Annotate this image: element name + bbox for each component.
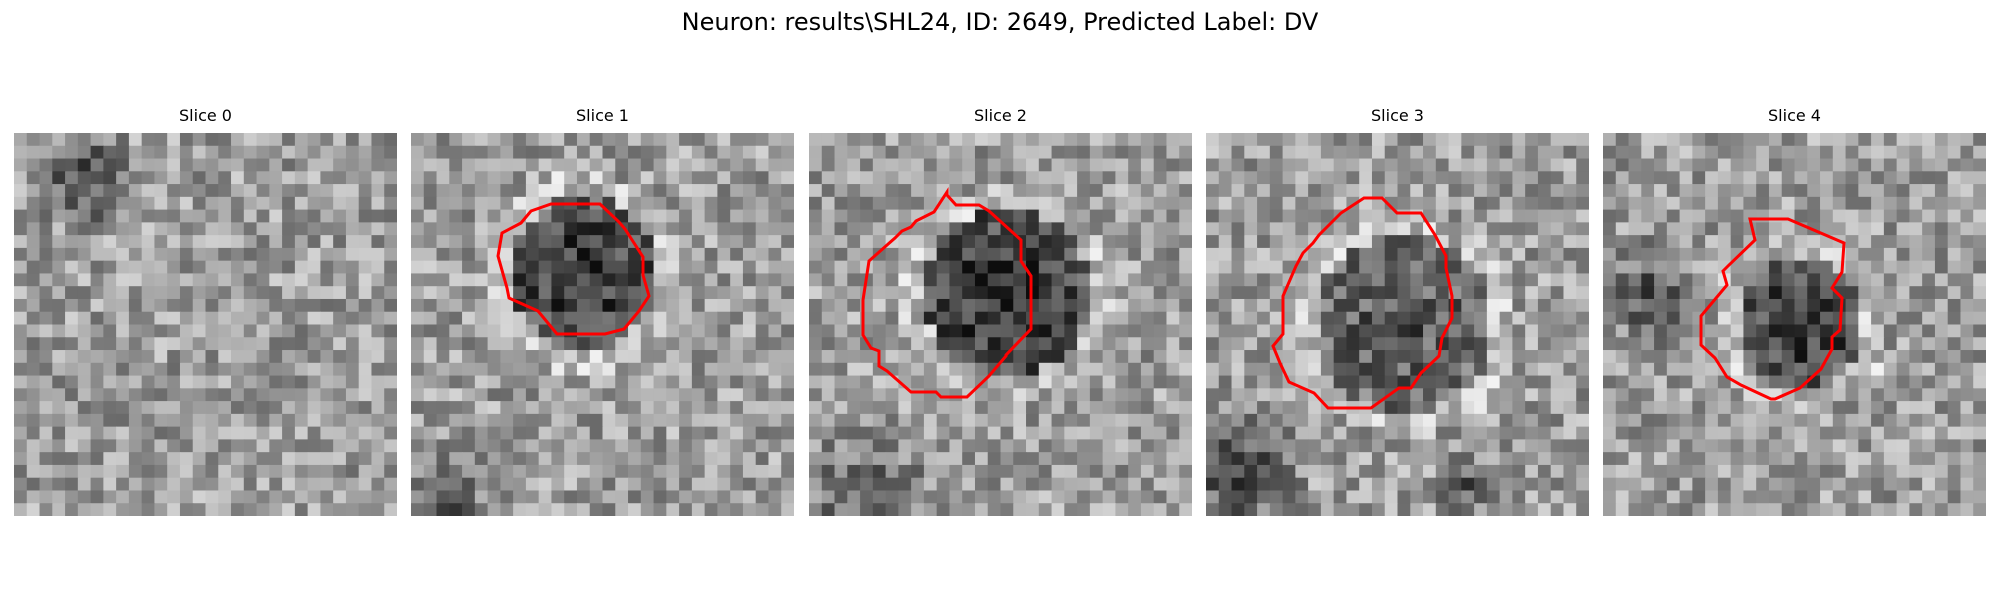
slice-image-graphic [411,133,794,516]
slice-image [809,133,1192,516]
slice-title: Slice 0 [179,106,232,125]
slice-image [1603,133,1986,516]
segmentation-contour [861,186,1033,399]
segmentation-contour [1699,217,1846,401]
slice-title: Slice 2 [974,106,1027,125]
slice-panel-1: Slice 1 [411,106,794,516]
slice-image [14,133,397,516]
slice-panel-4: Slice 4 [1603,106,1986,516]
slice-image-graphic [1603,133,1986,516]
slice-title: Slice 1 [576,106,629,125]
slice-image-graphic [14,133,397,516]
slice-image-graphic [1206,133,1589,516]
slice-image [1206,133,1589,516]
segmentation-contour [1271,196,1454,410]
slice-image [411,133,794,516]
slice-title: Slice 4 [1768,106,1821,125]
segmentation-contour [496,202,651,336]
slice-panel-2: Slice 2 [809,106,1192,516]
slice-panel-0: Slice 0 [14,106,397,516]
slice-title: Slice 3 [1371,106,1424,125]
figure-title: Neuron: results\SHL24, ID: 2649, Predict… [681,8,1319,36]
slice-panel-3: Slice 3 [1206,106,1589,516]
slice-image-graphic [809,133,1192,516]
